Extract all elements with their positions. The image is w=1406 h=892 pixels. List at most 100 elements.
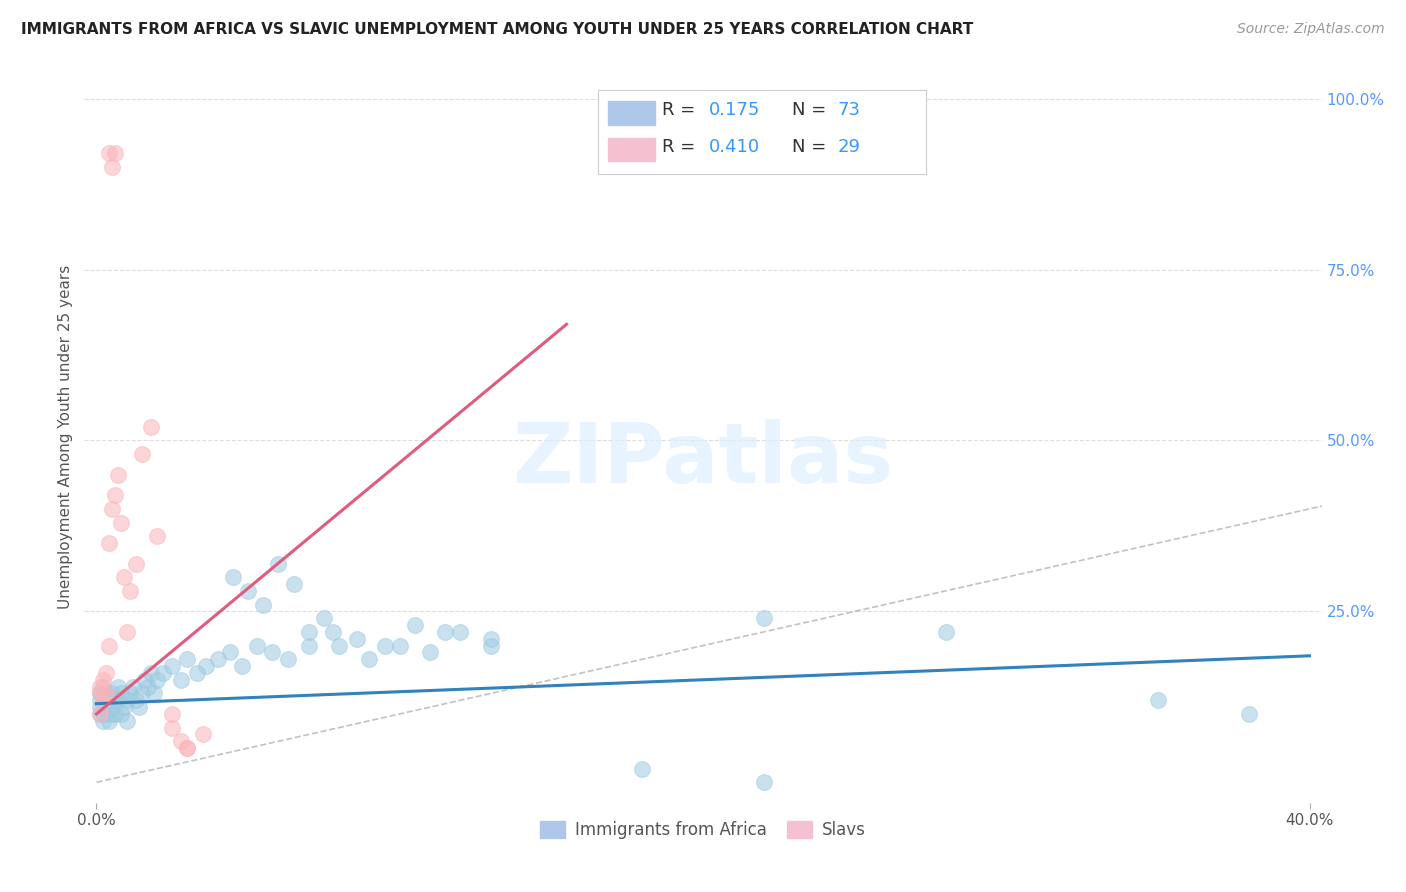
- Point: [100, 501, 122, 516]
- Point: [404, 618, 426, 632]
- Point: [112, 700, 135, 714]
- Text: N =: N =: [792, 101, 832, 120]
- Point: [110, 706, 132, 721]
- Point: [104, 488, 127, 502]
- Point: [186, 665, 208, 680]
- Point: [1237, 706, 1260, 721]
- Point: [252, 598, 274, 612]
- Point: [89, 693, 111, 707]
- FancyBboxPatch shape: [607, 138, 655, 161]
- Point: [752, 611, 775, 625]
- Y-axis label: Unemployment Among Youth under 25 years: Unemployment Among Youth under 25 years: [58, 265, 73, 609]
- Point: [312, 611, 335, 625]
- Point: [162, 659, 184, 673]
- Point: [374, 639, 396, 653]
- Point: [434, 624, 457, 639]
- Point: [115, 693, 138, 707]
- Text: IMMIGRANTS FROM AFRICA VS SLAVIC UNEMPLOYMENT AMONG YOUTH UNDER 25 YEARS CORRELA: IMMIGRANTS FROM AFRICA VS SLAVIC UNEMPLO…: [21, 22, 973, 37]
- Point: [115, 714, 138, 728]
- Point: [207, 652, 229, 666]
- Point: [388, 639, 411, 653]
- Point: [170, 673, 193, 687]
- Point: [359, 652, 381, 666]
- Point: [125, 557, 148, 571]
- Point: [94, 665, 117, 680]
- Point: [104, 693, 127, 707]
- FancyBboxPatch shape: [607, 102, 655, 125]
- Point: [118, 686, 141, 700]
- Text: R =: R =: [662, 137, 702, 156]
- Point: [328, 639, 350, 653]
- Point: [97, 714, 120, 728]
- Point: [752, 775, 775, 789]
- Point: [107, 693, 129, 707]
- Point: [94, 700, 117, 714]
- Point: [104, 146, 127, 161]
- Point: [125, 693, 148, 707]
- Point: [97, 693, 120, 707]
- Text: 0.410: 0.410: [709, 137, 761, 156]
- Point: [935, 624, 957, 639]
- Point: [122, 680, 145, 694]
- Point: [139, 420, 162, 434]
- Point: [91, 673, 114, 687]
- Point: [236, 583, 259, 598]
- Point: [89, 686, 111, 700]
- Point: [419, 645, 441, 659]
- Text: Source: ZipAtlas.com: Source: ZipAtlas.com: [1237, 22, 1385, 37]
- Point: [107, 680, 129, 694]
- Point: [94, 686, 117, 700]
- Point: [143, 686, 166, 700]
- Point: [91, 693, 114, 707]
- Point: [194, 659, 217, 673]
- Point: [346, 632, 368, 646]
- Point: [118, 583, 141, 598]
- Point: [104, 706, 127, 721]
- Point: [231, 659, 253, 673]
- Point: [94, 686, 117, 700]
- Point: [107, 467, 129, 482]
- Point: [170, 734, 193, 748]
- Point: [139, 665, 162, 680]
- Point: [267, 557, 290, 571]
- Point: [112, 570, 135, 584]
- Point: [449, 624, 471, 639]
- Point: [176, 741, 198, 756]
- Point: [100, 706, 122, 721]
- Point: [162, 721, 184, 735]
- Point: [176, 652, 198, 666]
- Point: [110, 686, 132, 700]
- Point: [176, 741, 198, 756]
- Point: [152, 665, 174, 680]
- Text: 73: 73: [838, 101, 860, 120]
- Point: [146, 529, 169, 543]
- Point: [110, 516, 132, 530]
- Point: [97, 639, 120, 653]
- Point: [89, 680, 111, 694]
- Point: [89, 706, 111, 721]
- Point: [246, 639, 269, 653]
- Point: [136, 680, 159, 694]
- Point: [89, 686, 111, 700]
- Point: [89, 700, 111, 714]
- Text: 0.175: 0.175: [709, 101, 761, 120]
- Point: [322, 624, 344, 639]
- Point: [631, 762, 654, 776]
- Text: 29: 29: [838, 137, 860, 156]
- Point: [479, 639, 502, 653]
- Point: [1147, 693, 1170, 707]
- Point: [115, 624, 138, 639]
- Text: R =: R =: [662, 101, 702, 120]
- Point: [91, 714, 114, 728]
- Point: [262, 645, 284, 659]
- Point: [222, 570, 245, 584]
- Text: ZIPatlas: ZIPatlas: [513, 418, 893, 500]
- Point: [100, 700, 122, 714]
- Point: [134, 673, 156, 687]
- Point: [100, 160, 122, 174]
- Point: [97, 536, 120, 550]
- FancyBboxPatch shape: [598, 90, 925, 174]
- Point: [91, 706, 114, 721]
- Point: [89, 706, 111, 721]
- Point: [283, 577, 305, 591]
